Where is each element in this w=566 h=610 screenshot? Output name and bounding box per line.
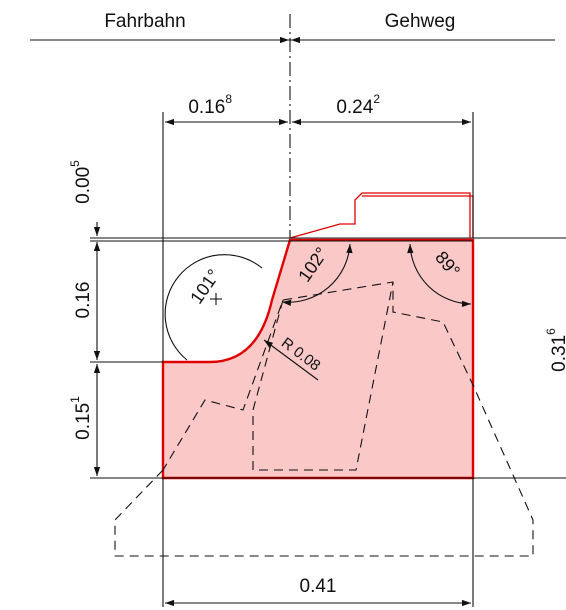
angle-arc-89	[407, 243, 472, 308]
curb-top-outline-2	[362, 195, 474, 238]
dim-text-top-right: 0.242	[336, 92, 380, 118]
dim-text-v-top: 0.005	[68, 160, 94, 204]
dim-text-v-low: 0.151	[68, 396, 94, 440]
area-label-fahrbahn: Fahrbahn	[104, 11, 185, 32]
area-label-gehweg: Gehweg	[385, 11, 456, 32]
angle-arc-102	[281, 243, 353, 307]
inner-block-outline	[252, 281, 394, 471]
dim-text-top-left: 0.168	[188, 92, 232, 118]
radius-leader	[263, 339, 319, 381]
dim-text-bottom: 0.41	[300, 576, 337, 597]
angle-text-101: 101°	[186, 266, 224, 308]
curb-top-outline	[289, 192, 471, 239]
foundation-outline	[114, 281, 534, 557]
dim-text-v-mid: 0.16	[73, 282, 94, 319]
dim-text-v-right: 0.316	[544, 328, 566, 372]
angle-arc-101	[164, 254, 263, 361]
